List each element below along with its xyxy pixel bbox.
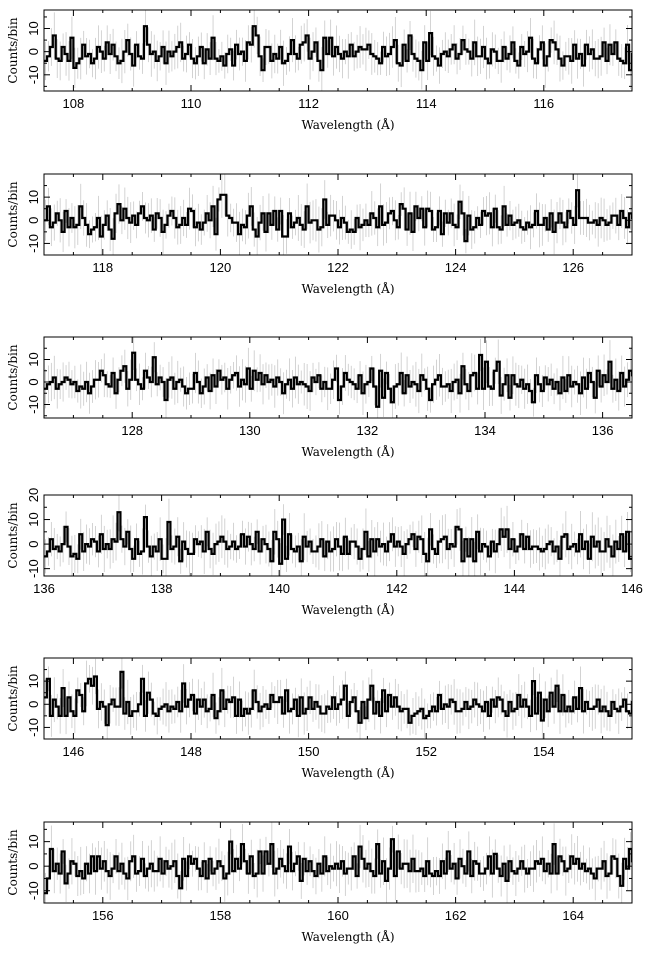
x-tick-label: 110	[181, 96, 202, 111]
panel-6: 156 158 160 162 164 -10 0 10 Wavelength (Å) Count…	[6, 821, 633, 944]
y-tick-label: -10	[26, 65, 41, 84]
x-tick-label: 142	[386, 581, 408, 596]
y-tick-label: 10	[26, 190, 41, 204]
x-tick-label: 150	[298, 744, 320, 759]
y-axis-label: Counts/bin	[6, 502, 20, 568]
panel-5: 146 148 150 152 154 -10 0 10 Wavelength (Å) Count…	[6, 657, 633, 780]
x-axis-label: Wavelength (Å)	[301, 602, 394, 617]
y-tick-label: 0	[26, 863, 41, 870]
x-tick-label: 164	[562, 908, 584, 923]
x-axis-label: Wavelength (Å)	[301, 444, 394, 459]
y-tick-label: 0	[26, 217, 41, 224]
y-tick-label: 0	[26, 540, 41, 547]
y-axis-label: Counts/bin	[6, 665, 20, 731]
error-bars	[45, 822, 631, 903]
y-tick-label: -10	[26, 718, 41, 737]
x-tick-label: 140	[268, 581, 290, 596]
x-tick-label: 116	[533, 96, 554, 111]
plot-frame	[43, 173, 633, 256]
spectrum-step-line	[44, 838, 632, 895]
x-tick-label: 114	[416, 96, 437, 111]
x-tick-label: 160	[327, 908, 349, 923]
x-tick-label: 120	[210, 260, 232, 275]
plot-area	[44, 10, 632, 91]
x-tick-label: 146	[621, 581, 643, 596]
panel-2: 118 120 122 124 126 -10 0 10 Wavelength (Å) Count…	[6, 173, 633, 296]
y-tick-label: 10	[26, 834, 41, 848]
x-tick-label: 132	[357, 423, 379, 438]
y-tick-label: 0	[26, 378, 41, 385]
x-tick-label: 136	[33, 581, 55, 596]
x-tick-label: 108	[63, 96, 85, 111]
x-tick-label: 126	[562, 260, 584, 275]
spectrum-step-line	[44, 511, 632, 565]
y-tick-label: 10	[26, 352, 41, 366]
panel-3: 128 130 132 134 136 -10 0 10 Wavelength (Å) Count…	[6, 336, 633, 459]
y-tick-label: -10	[26, 559, 41, 578]
y-axis-label: Counts/bin	[6, 17, 20, 83]
x-tick-label: 162	[445, 908, 467, 923]
y-tick-label: 10	[26, 512, 41, 526]
x-tick-label: 158	[210, 908, 232, 923]
x-axis-label: Wavelength (Å)	[301, 281, 394, 296]
x-tick-label: 146	[63, 744, 85, 759]
x-axis-label: Wavelength (Å)	[301, 929, 394, 944]
spectrum-step-line	[44, 351, 632, 408]
x-tick-label: 154	[533, 744, 555, 759]
x-tick-label: 122	[327, 260, 349, 275]
plot-frame	[43, 657, 633, 740]
x-tick-label: 156	[92, 908, 114, 923]
y-tick-label: -10	[26, 395, 41, 414]
x-axis-label: Wavelength (Å)	[301, 765, 394, 780]
y-tick-label: 10	[26, 21, 41, 35]
x-tick-label: 124	[445, 260, 467, 275]
x-tick-label: 152	[415, 744, 437, 759]
plot-area	[44, 658, 632, 739]
y-axis-label: Counts/bin	[6, 181, 20, 247]
x-tick-label: 148	[180, 744, 202, 759]
spectrum-step-line	[44, 25, 632, 72]
spectrum-step-line	[44, 189, 632, 243]
x-tick-label: 112	[298, 96, 319, 111]
spectrum-step-line	[44, 670, 632, 727]
y-tick-label: 0	[26, 48, 41, 55]
y-axis-label: Counts/bin	[6, 829, 20, 895]
x-tick-label: 134	[474, 423, 496, 438]
x-tick-label: 118	[92, 260, 113, 275]
plot-area	[44, 174, 632, 255]
y-tick-label: 20	[26, 488, 41, 502]
plot-area	[44, 495, 632, 576]
x-tick-label: 144	[504, 581, 526, 596]
x-tick-label: 128	[121, 423, 143, 438]
y-tick-label: -10	[26, 881, 41, 900]
y-tick-label: -10	[26, 234, 41, 253]
x-tick-label: 136	[592, 423, 614, 438]
plot-frame	[43, 494, 633, 577]
x-axis-label: Wavelength (Å)	[301, 117, 394, 132]
plot-area	[44, 337, 632, 418]
y-tick-label: 10	[26, 674, 41, 688]
x-tick-label: 130	[239, 423, 261, 438]
y-tick-label: 0	[26, 701, 41, 708]
x-tick-label: 138	[151, 581, 173, 596]
plot-area	[44, 822, 632, 903]
y-axis-label: Counts/bin	[6, 344, 20, 410]
panel-4: 136 138 140 142 144 146 -10 0 10 20 Wavelength (Å)…	[6, 488, 643, 617]
panel-1: 108 110 112 114 116 -10 0 10 Wavelength (Å) Count…	[6, 9, 633, 132]
